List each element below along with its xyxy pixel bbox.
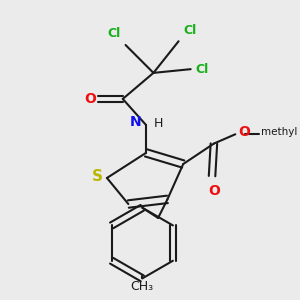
Text: O: O [84, 92, 96, 106]
Text: methyl: methyl [261, 128, 298, 137]
Text: O: O [208, 184, 220, 198]
Text: CH₃: CH₃ [131, 280, 154, 293]
Text: Cl: Cl [183, 24, 196, 37]
Text: O: O [238, 125, 250, 140]
Text: S: S [92, 169, 103, 184]
Text: H: H [154, 117, 163, 130]
Text: Cl: Cl [195, 63, 208, 76]
Text: N: N [130, 115, 141, 129]
Text: Cl: Cl [108, 27, 121, 40]
